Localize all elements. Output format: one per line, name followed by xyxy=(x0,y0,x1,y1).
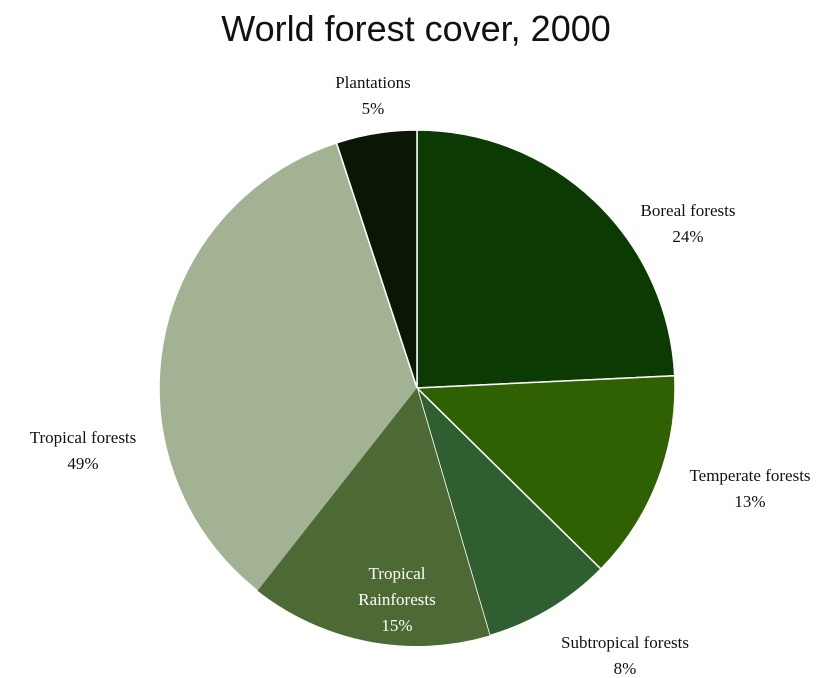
slice-value-label: 5% xyxy=(361,99,385,118)
pie-slice xyxy=(416,129,676,389)
slice-category: Boreal forests xyxy=(640,201,736,220)
sub-slice xyxy=(257,388,490,646)
sub-slice-value-label: 15% xyxy=(381,616,413,635)
slice-label: Boreal forests 24% xyxy=(641,198,736,250)
slice-category: Tropical forests xyxy=(29,428,137,447)
slice-value-label: 24% xyxy=(672,227,704,246)
pie-slice xyxy=(335,129,418,389)
sub-slice-label: Tropical Rainforests 15% xyxy=(342,561,452,639)
slice-label: Temperate forests 13% xyxy=(689,463,810,515)
slice-category: Temperate forests xyxy=(689,466,811,485)
slice-label: Plantations 5% xyxy=(335,70,411,122)
chart-title: World forest cover, 2000 xyxy=(221,8,611,49)
pie-slice xyxy=(415,374,676,571)
slice-category: Plantations xyxy=(335,73,411,92)
slice-value-label: 13% xyxy=(734,492,766,511)
slice-label: Tropical forests 49% xyxy=(30,425,137,477)
slice-value-label: 8% xyxy=(613,659,637,678)
slice-category: Subtropical forests xyxy=(561,633,689,652)
slice-value-label: 49% xyxy=(67,454,99,473)
pie-slice xyxy=(415,385,602,637)
slice-label: Subtropical forests 8% xyxy=(561,630,689,678)
sub-slice-category: Tropical Rainforests xyxy=(358,564,436,609)
